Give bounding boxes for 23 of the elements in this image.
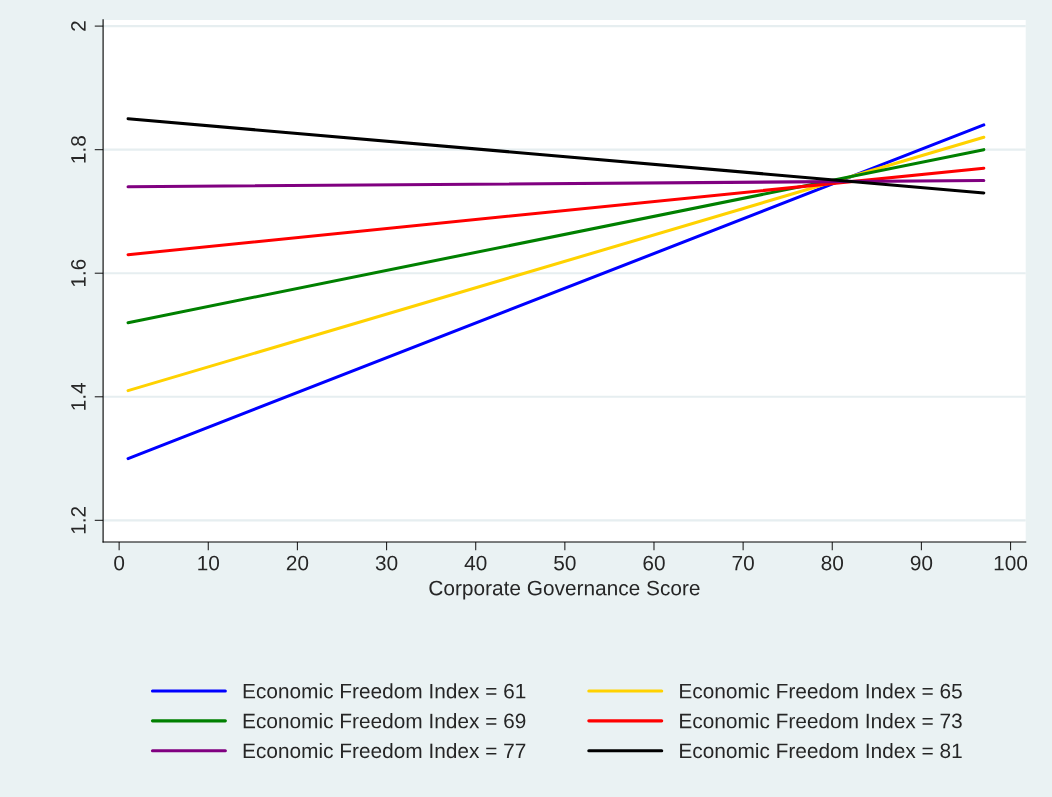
legend-label: Economic Freedom Index = 77 <box>243 742 526 759</box>
legend-label: Economic Freedom Index = 73 <box>680 713 962 729</box>
x-axis-title: Corporate Governance Score <box>429 580 700 600</box>
legend-label: Economic Freedom Index = 61 <box>243 683 526 699</box>
x-tick-label: 40 <box>464 555 487 571</box>
y-tick-label: 1.8 <box>71 136 86 163</box>
x-tick-label: 60 <box>643 555 665 571</box>
y-tick-label: 1.2 <box>71 506 86 534</box>
y-tick-label: 1.6 <box>71 259 86 287</box>
x-tick-label: 30 <box>375 555 398 571</box>
x-tick-label: 50 <box>554 555 576 571</box>
y-tick-label: 2 <box>71 21 86 31</box>
x-tick-label: 20 <box>286 555 309 571</box>
x-tick-label: 0 <box>114 555 125 571</box>
x-tick-label: 10 <box>198 555 220 571</box>
y-tick-label: 1.4 <box>71 382 86 410</box>
x-tick-label: 70 <box>732 555 754 571</box>
legend-label: Economic Freedom Index = 81 <box>680 742 962 759</box>
legend-label: Economic Freedom Index = 69 <box>243 713 526 729</box>
legend-label: Economic Freedom Index = 65 <box>680 683 962 699</box>
x-tick-label: 80 <box>821 555 844 571</box>
x-tick-label: 90 <box>910 555 933 571</box>
x-tick-label: 100 <box>994 555 1028 571</box>
